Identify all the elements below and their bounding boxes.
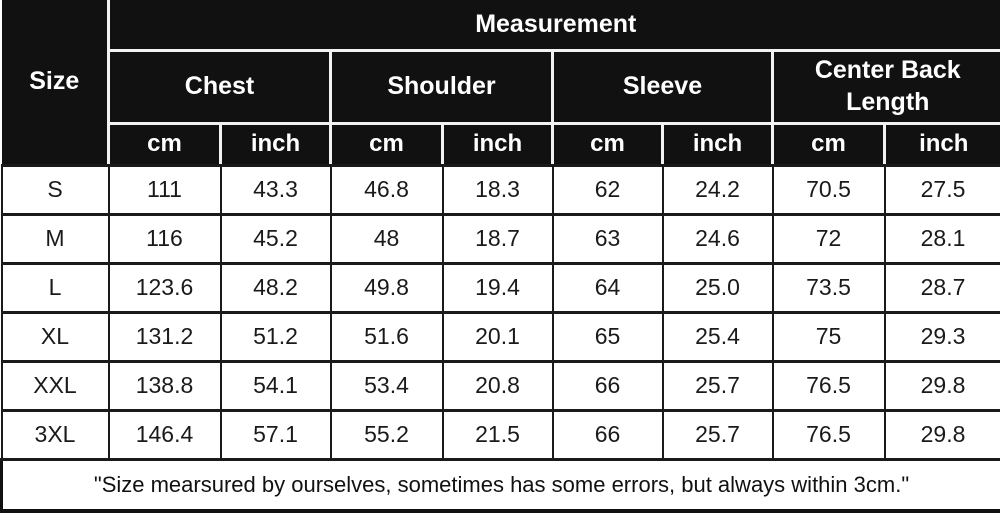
value-cell: 28.1 (883, 212, 1000, 265)
size-cell: XL (0, 310, 110, 363)
sleeve-header: Sleeve (552, 50, 774, 125)
value-cell: 62 (551, 163, 664, 216)
value-cell: 51.6 (329, 310, 444, 363)
value-cell: 46.8 (329, 163, 444, 216)
value-cell: 146.4 (107, 408, 222, 461)
value-cell: 48.2 (219, 261, 332, 314)
size-cell: L (0, 261, 110, 314)
shoulder-inch-header: inch (442, 123, 554, 167)
value-cell: 51.2 (219, 310, 332, 363)
value-cell: 19.4 (441, 261, 554, 314)
value-cell: 66 (551, 408, 664, 461)
value-cell: 24.2 (661, 163, 774, 216)
value-cell: 72 (771, 212, 886, 265)
value-cell: 65 (551, 310, 664, 363)
value-cell: 49.8 (329, 261, 444, 314)
value-cell: 76.5 (771, 359, 886, 412)
sleeve-inch-header: inch (662, 123, 774, 167)
value-cell: 111 (107, 163, 222, 216)
chest-cm-header: cm (108, 123, 222, 167)
table-footer: "Size mearsured by ourselves, sometimes … (0, 457, 1000, 513)
value-cell: 123.6 (107, 261, 222, 314)
table-row: XL 131.2 51.2 51.6 20.1 65 25.4 75 29.3 (0, 310, 1000, 363)
table-row: L 123.6 48.2 49.8 19.4 64 25.0 73.5 28.7 (0, 261, 1000, 314)
chest-inch-header: inch (220, 123, 332, 167)
value-cell: 57.1 (219, 408, 332, 461)
value-cell: 20.8 (441, 359, 554, 412)
value-cell: 24.6 (661, 212, 774, 265)
value-cell: 45.2 (219, 212, 332, 265)
value-cell: 25.7 (661, 359, 774, 412)
center-back-length-cm-header: cm (772, 123, 886, 167)
value-cell: 25.0 (661, 261, 774, 314)
unit-header-row: cm inch cm inch cm inch cm inch (2, 123, 1000, 167)
value-cell: 138.8 (107, 359, 222, 412)
center-back-length-inch-header: inch (884, 123, 1000, 167)
value-cell: 64 (551, 261, 664, 314)
sleeve-cm-header: cm (552, 123, 664, 167)
chest-header: Chest (108, 50, 332, 125)
size-cell: 3XL (0, 408, 110, 461)
size-column-header: Size (1, 0, 110, 167)
shoulder-header: Shoulder (330, 50, 554, 125)
footer-note: "Size mearsured by ourselves, sometimes … (0, 457, 1000, 513)
table-row: M 116 45.2 48 18.7 63 24.6 72 28.1 (0, 212, 1000, 265)
value-cell: 18.3 (441, 163, 554, 216)
size-cell: M (0, 212, 110, 265)
value-cell: 54.1 (219, 359, 332, 412)
category-header-row: Chest Shoulder Sleeve Center Back Length (2, 50, 1000, 125)
value-cell: 29.8 (883, 359, 1000, 412)
value-cell: 21.5 (441, 408, 554, 461)
value-cell: 25.4 (661, 310, 774, 363)
value-cell: 73.5 (771, 261, 886, 314)
table-row: S 111 43.3 46.8 18.3 62 24.2 70.5 27.5 (0, 163, 1000, 216)
value-cell: 29.3 (883, 310, 1000, 363)
center-back-length-header: Center Back Length (772, 50, 1000, 125)
value-cell: 75 (771, 310, 886, 363)
value-cell: 29.8 (883, 408, 1000, 461)
value-cell: 131.2 (107, 310, 222, 363)
table-header: Size Measurement Chest Shoulder Sleeve C… (1, 0, 1000, 167)
measurement-row: Size Measurement (1, 0, 1000, 167)
value-cell: 116 (107, 212, 222, 265)
footer-row: "Size mearsured by ourselves, sometimes … (0, 457, 1000, 513)
shoulder-cm-header: cm (330, 123, 444, 167)
value-cell: 27.5 (883, 163, 1000, 216)
measurement-header: Measurement (108, 0, 1000, 52)
size-cell: XXL (0, 359, 110, 412)
value-cell: 76.5 (771, 408, 886, 461)
table-body: S 111 43.3 46.8 18.3 62 24.2 70.5 27.5 M 116 45.2 48… (0, 163, 1000, 461)
value-cell: 28.7 (883, 261, 1000, 314)
value-cell: 55.2 (329, 408, 444, 461)
value-cell: 43.3 (219, 163, 332, 216)
value-cell: 53.4 (329, 359, 444, 412)
value-cell: 25.7 (661, 408, 774, 461)
size-cell: S (0, 163, 110, 216)
value-cell: 63 (551, 212, 664, 265)
value-cell: 70.5 (771, 163, 886, 216)
table-row: XXL 138.8 54.1 53.4 20.8 66 25.7 76.5 29.8 (0, 359, 1000, 412)
value-cell: 20.1 (441, 310, 554, 363)
value-cell: 66 (551, 359, 664, 412)
table-row: 3XL 146.4 57.1 55.2 21.5 66 25.7 76.5 29.8 (0, 408, 1000, 461)
value-cell: 48 (329, 212, 444, 265)
value-cell: 18.7 (441, 212, 554, 265)
